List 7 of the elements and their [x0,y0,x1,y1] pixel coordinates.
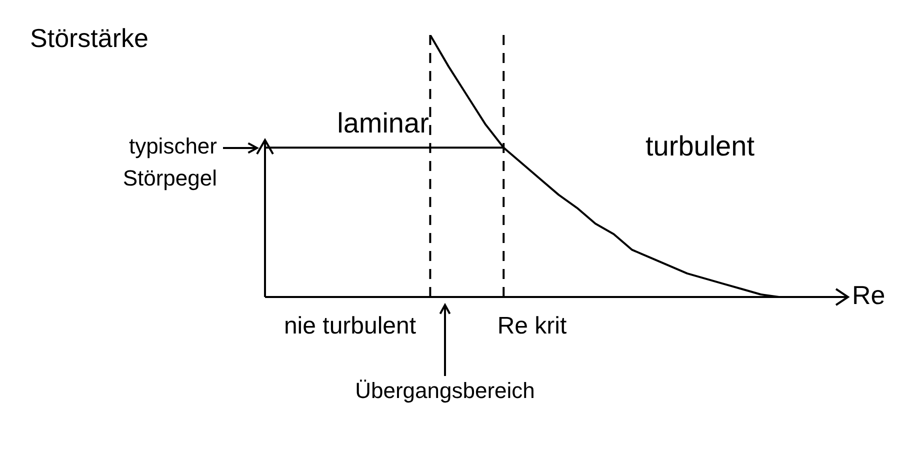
text: Re krit [497,312,567,340]
annotation: laminar [337,108,429,139]
y-axis-title: Störstärke [30,23,148,54]
text: nie turbulent [284,312,416,340]
text: Übergangsbereich [355,378,535,404]
x-axis-title: Re [852,280,886,310]
text: typischer Störpegel [122,134,217,191]
